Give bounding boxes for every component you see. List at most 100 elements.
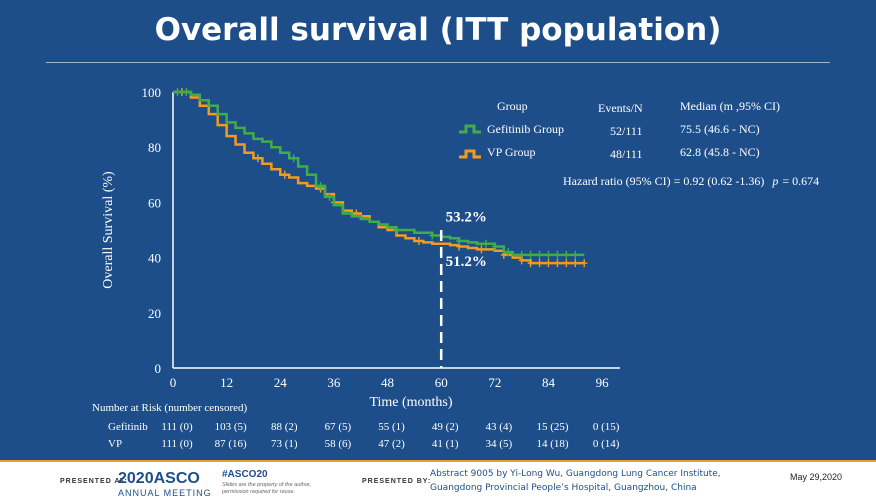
legend-label-vp: VP Group [487,145,536,159]
hazard-ratio-text: Hazard ratio (95% CI) = 0.92 (0.62 -1.36… [563,174,764,188]
y-tick-labels: 0 20 40 60 80 100 [142,85,162,376]
censor-mark-gefitinib-16 [563,250,570,259]
risk-cell-gefitinib-7: 15 (25) [536,421,568,433]
annotation-vp-rate: 51.2% [446,254,487,270]
censor-mark-gefitinib-13 [536,250,543,259]
censor-mark-vp-15 [563,259,570,268]
censor-mark-gefitinib-6 [429,231,436,240]
x-tick-label-0: 0 [170,375,177,390]
x-tick-label-72: 72 [488,375,501,390]
risk-values: 111 (0) 103 (5) 88 (2) 67 (5) 55 (1) 49 (2) 43… [161,421,619,450]
x-tick-label-48: 48 [381,375,394,390]
abstract-citation: Abstract 9005 by Yi-Long Wu, Guangdong L… [430,467,760,495]
x-tick-label-84: 84 [542,375,556,390]
title-divider [46,62,830,63]
presentation-date: May 29,2020 [790,472,843,482]
legend-label-gefitinib: Gefitinib Group [487,122,564,136]
survival-chart: 0 20 40 60 80 100 0 12 24 36 48 60 72 84 96 Overall S… [92,85,819,450]
censor-mark-gefitinib-4 [326,192,333,201]
censor-mark-vp-16 [572,259,579,268]
legend-events-vp: 48/111 [610,147,642,161]
legend-swatch-gefitinib [459,124,481,134]
x-tick-label-24: 24 [274,375,288,390]
censor-mark-gefitinib-12 [527,250,534,259]
censor-mark-gefitinib-8 [482,239,489,248]
risk-cell-vp-3: 58 (6) [325,438,352,450]
censor-mark-gefitinib-5 [393,226,400,234]
y-tick-label-60: 60 [148,195,161,210]
censor-mark-gefitinib-3 [317,181,324,190]
risk-cell-vp-4: 47 (2) [378,438,405,450]
x-axis-label: Time (months) [369,395,452,410]
risk-cell-gefitinib-5: 49 (2) [432,421,459,433]
legend-median-gefitinib: 75.5 (46.6 - NC) [680,122,760,136]
annotation-gefitinib-rate: 53.2% [446,210,487,226]
y-tick-label-80: 80 [148,140,161,155]
series-line-gefitinib [173,90,585,257]
risk-cell-vp-1: 87 (16) [215,438,247,450]
x-tick-label-12: 12 [220,375,233,390]
risk-cell-gefitinib-2: 88 (2) [271,421,298,433]
risk-cell-vp-6: 34 (5) [486,438,513,450]
series-layer [173,88,588,268]
y-tick-label-100: 100 [142,85,162,100]
y-axis-label: Overall Survival (%) [101,171,116,289]
hazard-ratio: Hazard ratio (95% CI) = 0.92 (0.62 -1.36… [563,174,819,188]
censor-mark-gefitinib-15 [554,250,561,259]
legend-header-group: Group [497,99,528,113]
risk-cell-vp-2: 73 (1) [271,438,298,450]
censor-mark-gefitinib-2 [290,154,297,163]
presented-at-label: PRESENTED AT: [60,478,128,485]
censor-mark-gefitinib-11 [518,250,525,259]
risk-cell-gefitinib-0: 111 (0) [161,421,193,433]
censor-mark-gefitinib-17 [572,250,579,259]
censor-mark-gefitinib-1 [183,88,190,96]
hashtag: #ASCO20 [222,469,268,480]
legend-header-median: Median (m ,95% CI) [680,99,780,113]
x-tick-label-96: 96 [596,375,610,390]
x-tick-label-60: 60 [435,375,448,390]
y-tick-label-20: 20 [148,306,161,321]
risk-cell-gefitinib-4: 55 (1) [378,421,405,433]
censor-mark-gefitinib-0 [174,88,181,96]
risk-cell-gefitinib-3: 67 (5) [325,421,352,433]
presented-by-label: PRESENTED BY: [362,478,432,485]
p-label: p [771,174,778,188]
legend-events-gefitinib: 52/111 [610,124,642,138]
x-tick-labels: 0 12 24 36 48 60 72 84 96 [170,375,609,390]
censor-mark-vp-1 [254,154,261,163]
slide-title: Overall survival (ITT population) [154,12,722,48]
chart-axes [172,92,620,369]
abstract-line-1: Abstract 9005 by Yi-Long Wu, Guangdong L… [430,469,721,479]
y-tick-label-0: 0 [155,361,162,376]
legend-swatch-vp [459,149,481,159]
censor-mark-vp-13 [545,259,552,268]
censor-mark-gefitinib-14 [545,250,552,259]
risk-cell-vp-5: 41 (1) [432,438,459,450]
footer-bar: PRESENTED AT: 2020ASCO ANNUAL MEETING #A… [0,460,876,499]
risk-cell-vp-8: 0 (14) [593,438,620,450]
risk-cell-vp-7: 14 (18) [536,438,568,450]
censor-mark-gefitinib-9 [491,242,498,251]
rights-note: Slides are the property of the author, p… [222,482,311,495]
censor-mark-vp-17 [581,259,588,268]
abstract-line-2: Guangdong Provincial People’s Hospital, … [430,483,697,493]
risk-cell-gefitinib-6: 43 (4) [486,421,513,433]
censor-mark-vp-11 [527,259,534,268]
risk-cell-vp-0: 111 (0) [161,438,193,450]
series-line-vp [173,90,585,265]
censor-mark-gefitinib-7 [456,237,463,246]
risk-table-title: Number at Risk (number censored) [92,402,248,414]
censor-mark-vp-6 [415,237,422,246]
censor-mark-vp-2 [281,170,288,179]
risk-table: Number at Risk (number censored) Gefitin… [92,402,620,450]
risk-cell-gefitinib-1: 103 (5) [215,421,247,433]
risk-row-label-gefitinib: Gefitinib [108,421,148,433]
p-value: = 0.674 [782,174,819,188]
censor-mark-gefitinib-10 [505,248,512,257]
legend-median-vp: 62.8 (45.8 - NC) [680,145,760,159]
legend: Group Events/N Median (m ,95% CI) Gefiti… [459,99,819,188]
censor-mark-vp-12 [536,259,543,268]
asco-logo-subtitle: ANNUAL MEETING [118,488,212,498]
slide: Overall survival (ITT population) 0 20 40 6… [0,0,876,460]
